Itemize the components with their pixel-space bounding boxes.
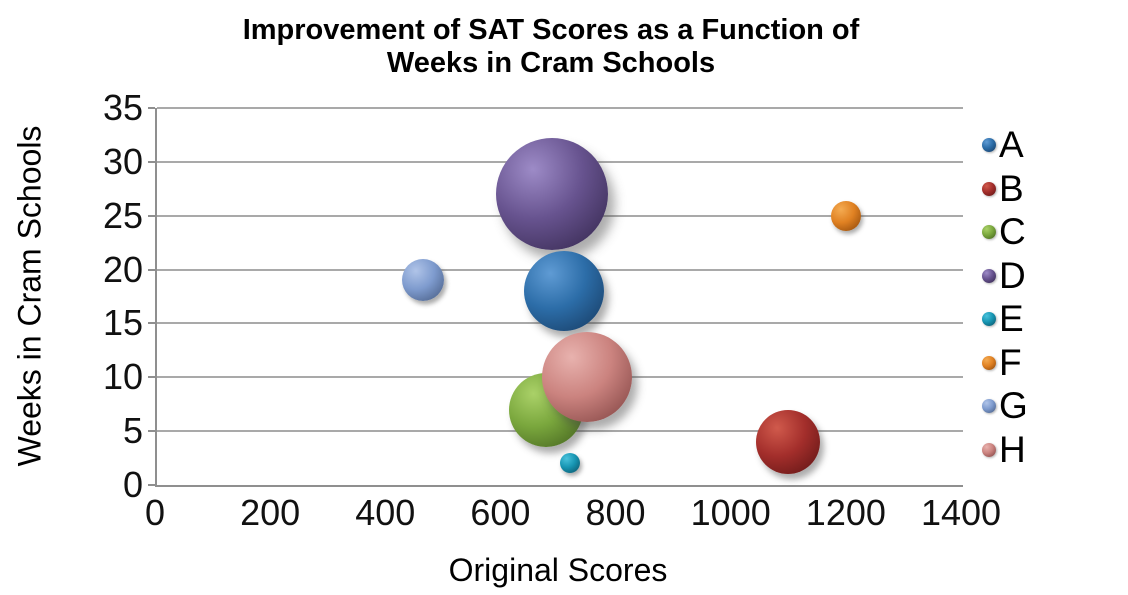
legend-label-E: E [999, 298, 1024, 339]
y-tick-mark-25 [148, 214, 155, 217]
legend-marker-B [982, 181, 996, 196]
y-tick-label-10: 10 [102, 356, 143, 398]
legend-marker-F [982, 355, 996, 370]
y-tick-mark-5 [148, 430, 155, 433]
legend-marker-E [982, 312, 996, 326]
chart-title-line1: Improvement of SAT Scores as a Function … [242, 14, 860, 46]
bubble-G [401, 259, 444, 302]
y-tick-label-15: 15 [102, 302, 143, 344]
legend-item-H: H [982, 428, 1026, 470]
legend-marker-H [982, 442, 996, 457]
legend-label-D: D [999, 254, 1026, 296]
x-axis-title: Original Scores [448, 552, 668, 588]
x-tick-label-1200: 1200 [805, 492, 886, 533]
legend-item-D: D [982, 254, 1026, 296]
bubble-A [523, 251, 604, 332]
x-tick-label-600: 600 [470, 492, 531, 533]
bubble-D [496, 138, 609, 251]
legend-marker-D [982, 268, 996, 283]
x-tick-label-0: 0 [144, 492, 166, 533]
y-tick-label-5: 5 [122, 410, 143, 452]
y-tick-mark-30 [148, 160, 155, 163]
y-tick-mark-0 [148, 484, 155, 486]
y-tick-mark-20 [148, 268, 155, 271]
y-tick-label-0: 0 [122, 464, 143, 505]
legend-label-A: A [999, 124, 1024, 165]
x-tick-label-1400: 1400 [920, 492, 1002, 533]
y-tick-mark-35 [148, 107, 155, 109]
bubble-H [541, 332, 632, 423]
legend-label-H: H [999, 428, 1026, 470]
chart-title: Improvement of SAT Scores as a Function … [101, 14, 1001, 80]
legend-marker-A [982, 138, 996, 152]
legend-item-E: E [982, 299, 1024, 339]
legend-item-F: F [982, 341, 1022, 383]
y-tick-label-35: 35 [102, 87, 143, 128]
legend-item-B: B [982, 167, 1024, 209]
legend-marker-C [982, 225, 996, 239]
y-axis-title: Weeks in Cram Schools [11, 125, 48, 467]
legend-label-C: C [999, 211, 1026, 252]
bubble-B [756, 409, 821, 474]
x-tick-label-400: 400 [355, 492, 416, 533]
legend-label-G: G [999, 385, 1028, 426]
legend-marker-G [982, 399, 996, 413]
y-tick-label-30: 30 [102, 140, 143, 182]
y-tick-label-25: 25 [102, 194, 143, 236]
x-tick-label-800: 800 [585, 492, 646, 533]
bubble-F [830, 200, 861, 231]
y-tick-label-20: 20 [102, 248, 143, 290]
gridline-y-35 [157, 107, 963, 109]
x-tick-label-1000: 1000 [690, 492, 771, 533]
x-tick-label-200: 200 [240, 492, 301, 533]
legend-item-C: C [982, 212, 1026, 252]
chart-title-line2: Weeks in Cram Schools [386, 47, 716, 79]
legend-item-A: A [982, 125, 1024, 165]
legend-label-F: F [999, 341, 1022, 383]
legend-label-B: B [999, 167, 1024, 209]
y-tick-mark-10 [148, 376, 155, 379]
y-tick-mark-15 [148, 322, 155, 325]
legend-item-G: G [982, 386, 1028, 426]
bubble-E [559, 453, 580, 474]
